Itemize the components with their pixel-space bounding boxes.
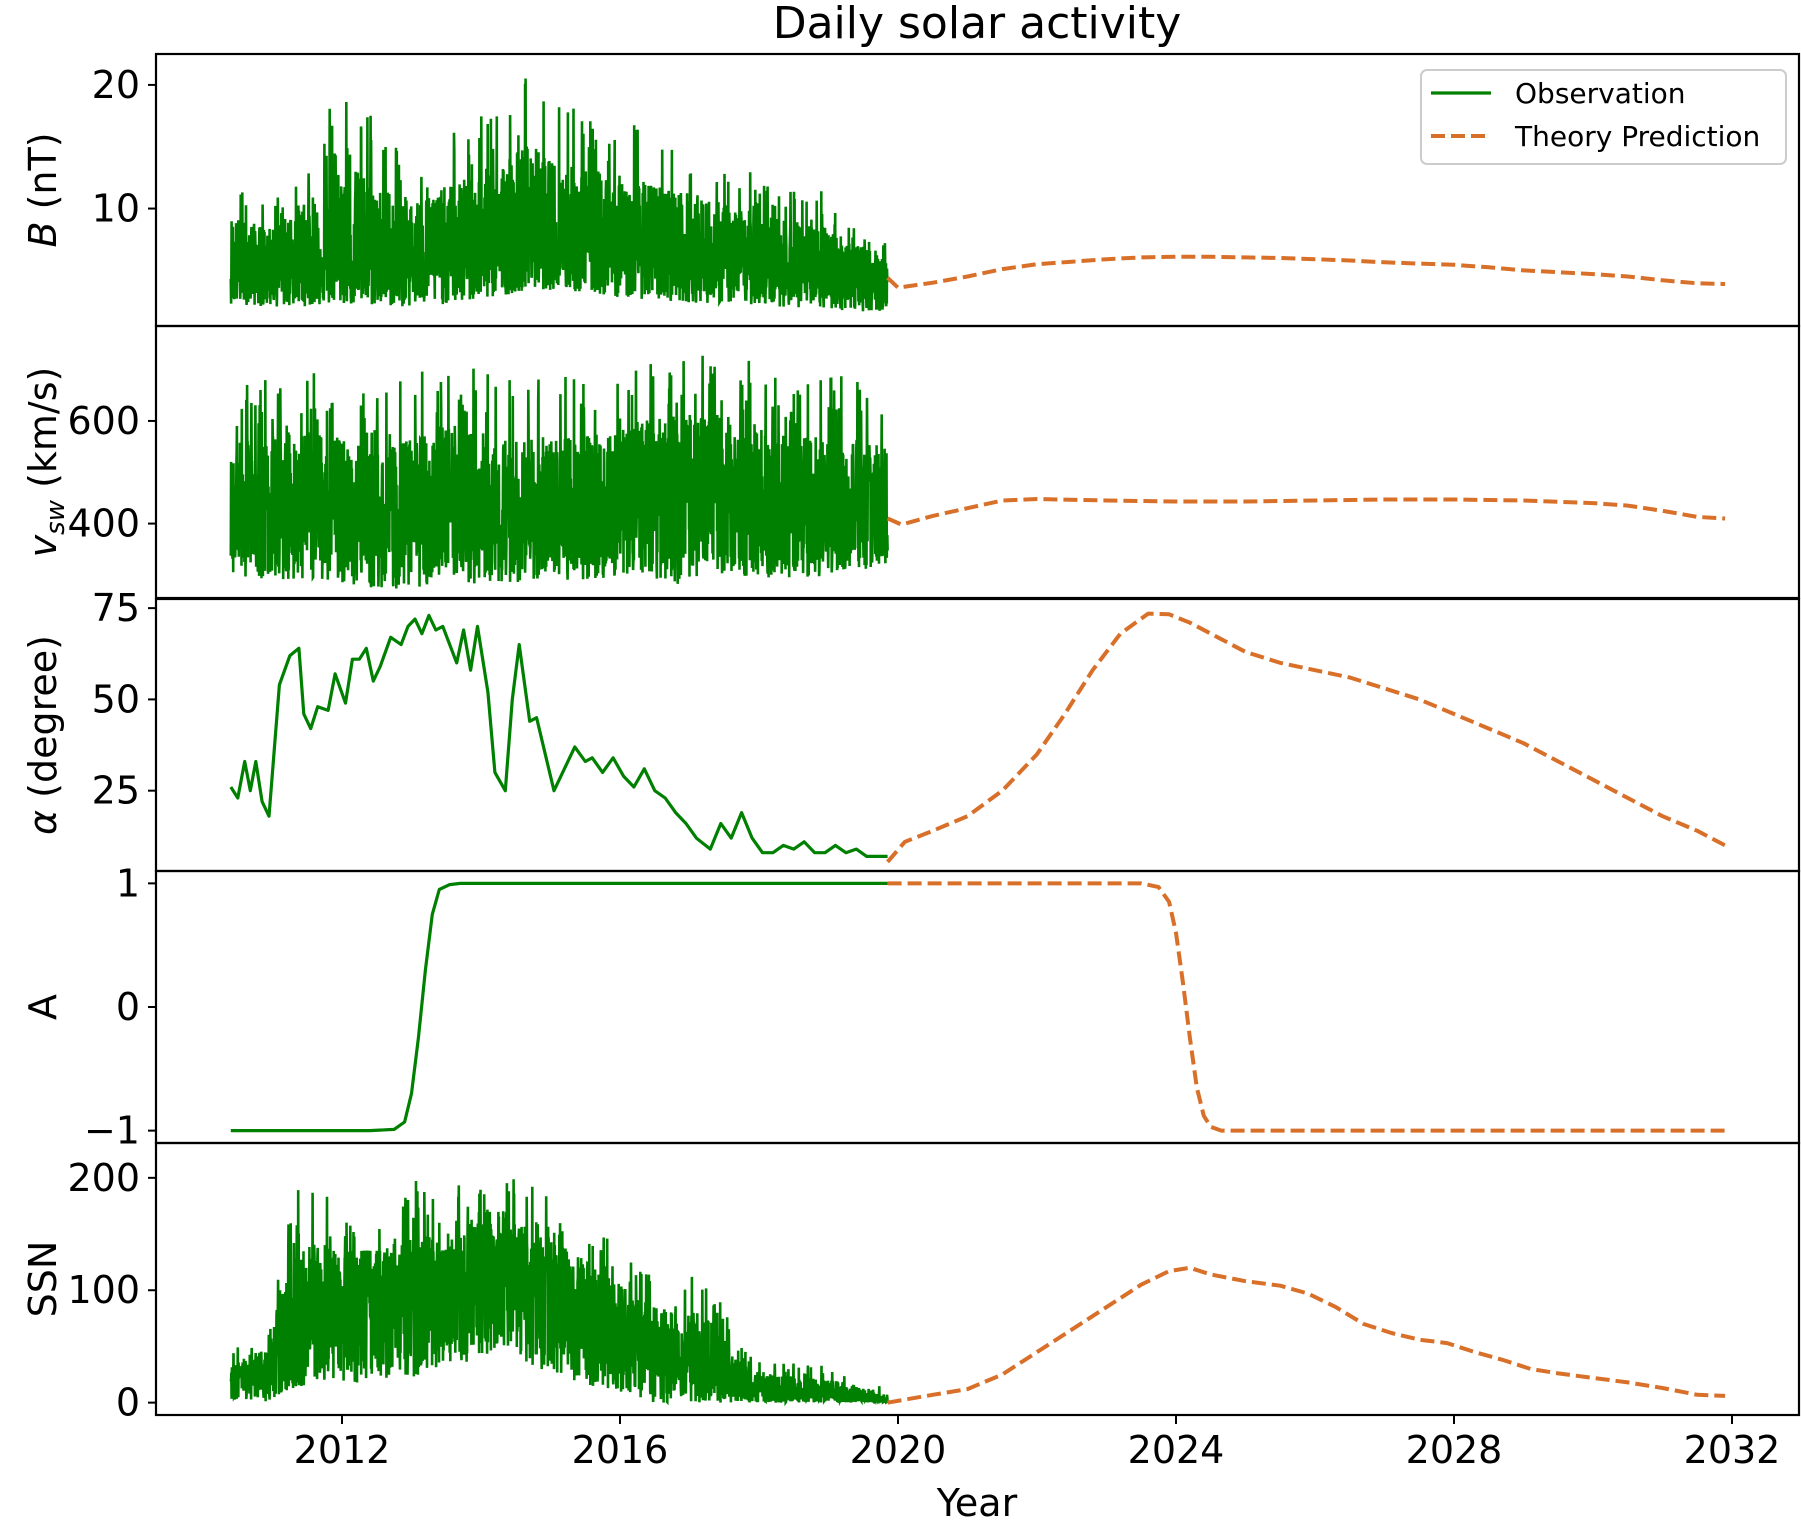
panel-B: 10 20 B (nT): [21, 52, 1801, 328]
y-axis-label-alpha: α (degree): [21, 635, 65, 835]
prediction-line-alpha: [886, 611, 1727, 864]
prediction-line-B: [886, 254, 1726, 290]
chart-title: Daily solar activity: [773, 0, 1182, 49]
plot-area-B: [229, 78, 1726, 312]
plot-area-vsw: [229, 355, 1726, 589]
prediction-line-A: [887, 881, 1726, 1133]
x-tick-label: 2032: [1684, 1428, 1781, 1472]
prediction-line-vsw: [886, 497, 1726, 527]
y-tick-label: 25: [92, 769, 140, 813]
observation-line-A: [230, 881, 888, 1133]
x-tick-label: 2024: [1128, 1428, 1225, 1472]
y-tick-label: 0: [116, 985, 140, 1029]
x-tick-label: 2028: [1406, 1428, 1503, 1472]
y-tick-label: 20: [92, 63, 140, 107]
observation-line-alpha: [229, 613, 888, 858]
y-tick-label: 50: [92, 677, 140, 721]
legend-box: [1420, 69, 1787, 165]
y-axis-label-vsw: vsw (km/s): [21, 367, 71, 558]
y-axis-label-A: A: [21, 994, 65, 1020]
x-tick-label: 2016: [572, 1428, 669, 1472]
y-tick-label: 75: [92, 586, 140, 630]
y-tick-label: 600: [67, 399, 140, 443]
y-axis-label-SSN: SSN: [21, 1241, 65, 1318]
y-tick-label: 1: [116, 861, 140, 905]
plot-area-alpha: [229, 611, 1727, 864]
observation-line-B: [229, 78, 889, 312]
y-tick-label: 100: [67, 1268, 140, 1312]
y-tick-label: −1: [84, 1109, 140, 1153]
observation-line-SSN: [229, 1179, 889, 1407]
x-tick-label: 2020: [850, 1428, 947, 1472]
plot-area-A: [230, 881, 1726, 1133]
y-tick-label: 0: [116, 1381, 140, 1425]
axes-frame-A: [154, 869, 1801, 1145]
y-tick-label: 400: [67, 502, 140, 546]
legend-observation-label: Observation: [1515, 77, 1686, 110]
x-axis-label: Year: [936, 1481, 1018, 1520]
observation-line-vsw: [229, 355, 889, 589]
plot-area-SSN: [229, 1179, 1726, 1407]
y-axis-label-B: B (nT): [21, 132, 65, 247]
prediction-line-SSN: [887, 1265, 1726, 1405]
y-tick-label: 200: [67, 1156, 140, 1200]
y-tick-label: 10: [92, 187, 140, 231]
legend-prediction-label: Theory Prediction: [1514, 120, 1760, 153]
panel-A: −1 0 1 A: [21, 861, 1801, 1153]
x-axis: 2012 2016 2020 2024 2028 2032: [294, 1415, 1781, 1472]
panel-alpha: 25 50 75 α (degree): [21, 586, 1801, 873]
axes-frame-SSN: [154, 1141, 1801, 1417]
legend: Observation Theory Prediction: [1420, 69, 1787, 165]
x-tick-label: 2012: [294, 1428, 391, 1472]
